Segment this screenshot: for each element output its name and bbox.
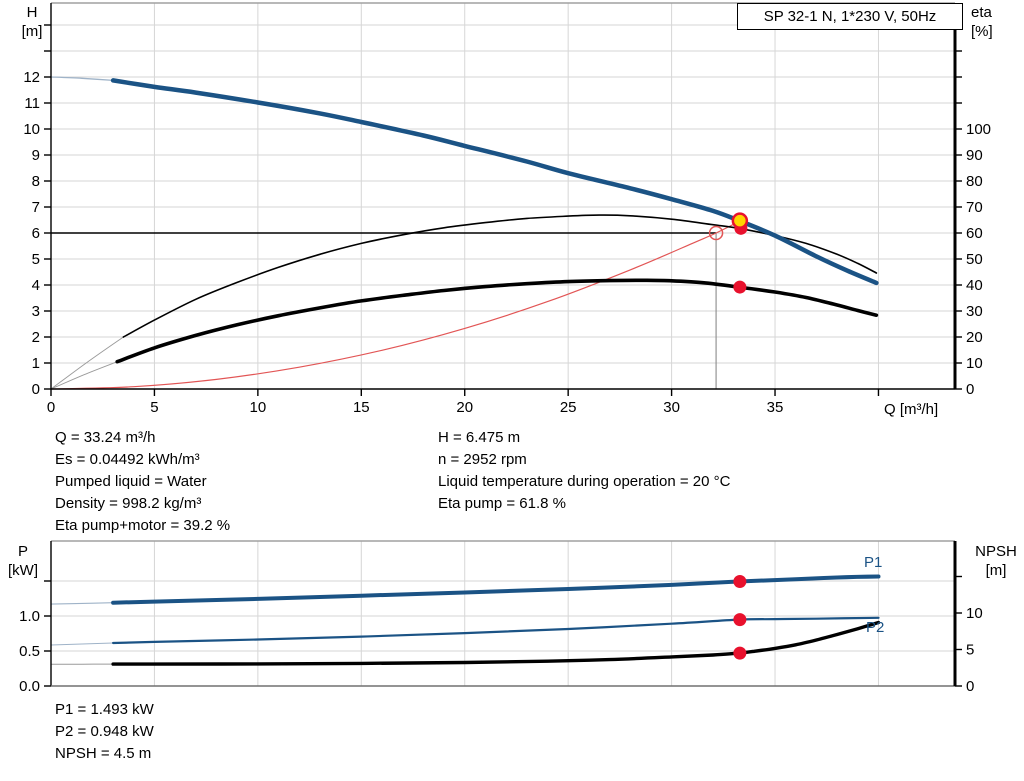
- system-curve: [50, 219, 743, 390]
- svg-text:100: 100: [966, 121, 991, 138]
- info-p1: P1 = 1.493 kW: [55, 701, 154, 718]
- eta-axis-label: eta: [971, 4, 992, 21]
- requested-duty-point: [708, 225, 724, 241]
- info-density: Density = 998.2 kg/m³: [55, 495, 202, 512]
- p2-power: [112, 616, 880, 645]
- eta-pump-plus-motor: [115, 278, 879, 364]
- npsh-duty-dot: [733, 646, 747, 660]
- svg-text:25: 25: [560, 399, 577, 416]
- svg-text:15: 15: [353, 399, 370, 416]
- info-es: Es = 0.04492 kWh/m³: [55, 451, 200, 468]
- svg-text:0.0: 0.0: [19, 678, 40, 695]
- svg-text:40: 40: [966, 277, 983, 294]
- svg-text:10: 10: [250, 399, 267, 416]
- svg-text:6: 6: [32, 225, 40, 242]
- info-liquid-temp: Liquid temperature during operation = 20…: [438, 473, 731, 490]
- svg-text:8: 8: [32, 173, 40, 190]
- p2-power-lead: [50, 642, 114, 646]
- svg-text:1: 1: [32, 355, 40, 372]
- svg-text:20: 20: [966, 329, 983, 346]
- svg-text:20: 20: [456, 399, 473, 416]
- svg-text:3: 3: [32, 303, 40, 320]
- svg-text:4: 4: [32, 277, 40, 294]
- duty-info-bottom: P1 = 1.493 kW P2 = 0.948 kW NPSH = 4.5 m: [55, 699, 154, 765]
- h-axis-unit: [m]: [21, 23, 43, 40]
- svg-text:5: 5: [966, 642, 974, 659]
- svg-text:10: 10: [966, 605, 983, 622]
- p1-duty-dot: [733, 574, 747, 588]
- info-pumped-liquid: Pumped liquid = Water: [55, 473, 207, 490]
- curve-label-p1: P1: [864, 554, 882, 571]
- svg-text:12: 12: [23, 69, 40, 86]
- svg-text:70: 70: [966, 199, 983, 216]
- p1-power-lead: [50, 602, 114, 605]
- svg-text:5: 5: [150, 399, 158, 416]
- svg-text:10: 10: [966, 355, 983, 372]
- svg-text:0: 0: [32, 381, 40, 398]
- hq-curve-lead: [50, 76, 114, 82]
- duty-info-left: Q = 33.24 m³/h Es = 0.04492 kWh/m³ Pumpe…: [55, 427, 230, 537]
- svg-text:30: 30: [966, 303, 983, 320]
- duty-point-dot: [731, 212, 749, 229]
- eta-pm-duty-dot: [733, 280, 747, 294]
- p2-duty-dot: [733, 613, 747, 627]
- power-npsh-chart: 0.0 0.5 1.0 0 5 10 P1 P2: [19, 540, 983, 695]
- npsh-curve: [111, 620, 881, 666]
- h-axis-label: H: [26, 4, 38, 21]
- svg-text:35: 35: [767, 399, 784, 416]
- hq-curve: [110, 78, 879, 286]
- info-n: n = 2952 rpm: [438, 451, 527, 468]
- duty-info-right: H = 6.475 m n = 2952 rpm Liquid temperat…: [438, 427, 730, 515]
- info-eta-pump-motor: Eta pump+motor = 39.2 %: [55, 517, 231, 534]
- npsh-axis-unit: [m]: [985, 562, 1007, 579]
- eta-pump: [122, 214, 878, 338]
- p1-power: [111, 574, 881, 605]
- pump-title-box: SP 32-1 N, 1*230 V, 50Hz: [737, 3, 963, 30]
- svg-text:90: 90: [966, 147, 983, 164]
- npsh-axis-label: NPSH: [975, 543, 1017, 560]
- info-eta-pump: Eta pump = 61.8 %: [438, 495, 566, 512]
- svg-text:60: 60: [966, 225, 983, 242]
- q-axis-label: Q [m³/h]: [884, 401, 939, 418]
- p-axis-unit: [kW]: [8, 562, 38, 579]
- svg-text:10: 10: [23, 121, 40, 138]
- eta-pump-plus-motor-lead: [50, 361, 118, 390]
- svg-text:2: 2: [32, 329, 40, 346]
- info-q: Q = 33.24 m³/h: [55, 429, 156, 446]
- svg-text:80: 80: [966, 173, 983, 190]
- svg-text:50: 50: [966, 251, 983, 268]
- svg-text:0: 0: [966, 381, 974, 398]
- info-p2: P2 = 0.948 kW: [55, 723, 154, 740]
- svg-text:0: 0: [966, 678, 974, 695]
- svg-text:0.5: 0.5: [19, 643, 40, 660]
- svg-text:9: 9: [32, 147, 40, 164]
- svg-text:1.0: 1.0: [19, 608, 40, 625]
- svg-text:0: 0: [47, 399, 55, 416]
- svg-text:11: 11: [24, 95, 40, 112]
- svg-text:30: 30: [663, 399, 680, 416]
- info-h: H = 6.475 m: [438, 429, 521, 446]
- eta-axis-unit: [%]: [971, 23, 993, 40]
- info-npsh: NPSH = 4.5 m: [55, 745, 152, 762]
- svg-text:5: 5: [32, 251, 40, 268]
- eta-pump-lead: [50, 336, 124, 390]
- p-axis-label: P: [17, 543, 28, 560]
- curve-label-p2: P2: [866, 619, 884, 636]
- svg-text:7: 7: [32, 199, 40, 216]
